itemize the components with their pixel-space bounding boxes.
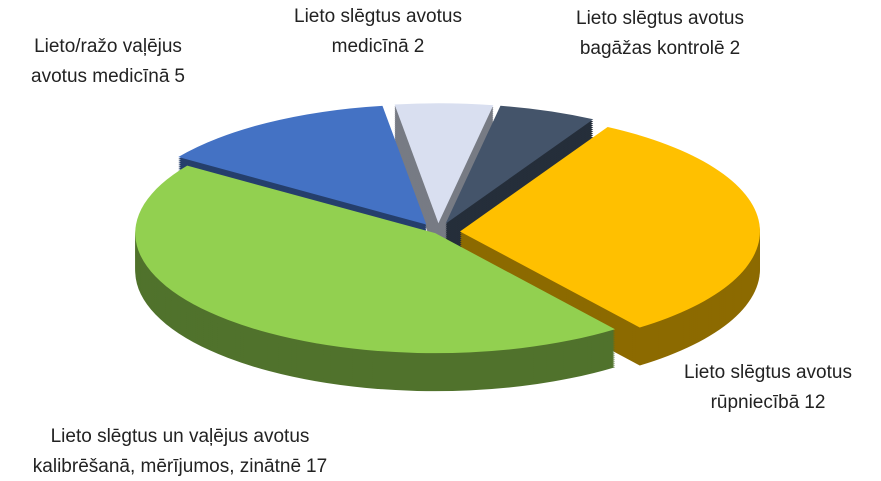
slice-top bbox=[135, 165, 616, 354]
label-line: Lieto slēgtus avotus bbox=[684, 362, 852, 383]
label-line: Lieto slēgtus avotus bbox=[576, 8, 744, 29]
slice-top bbox=[445, 105, 594, 224]
pie-slice bbox=[394, 103, 494, 262]
label-line: Lieto/ražo vaļējus bbox=[34, 36, 182, 57]
slice-label: Lieto slēgtus avotus rūpniecībā bbox=[684, 362, 852, 413]
label-line: avotus medicīnā bbox=[31, 66, 170, 87]
slice-label: Lieto/ražo vaļējus avotus medicīnā bbox=[31, 36, 182, 87]
pie-slice bbox=[135, 165, 616, 392]
slice-value: 2 bbox=[414, 36, 425, 57]
pie-slice bbox=[459, 126, 760, 366]
slice-top bbox=[178, 105, 427, 225]
slice-top bbox=[394, 103, 494, 224]
label-line: medicīnā bbox=[332, 36, 410, 57]
label-line: kalibrēšanā, mērījumos, zinātnē bbox=[33, 456, 301, 477]
slice-value: 2 bbox=[730, 38, 741, 59]
slice-label: Lieto slēgtus un vaļējus avotus kalibrēša… bbox=[33, 426, 310, 477]
slice-label: Lieto slēgtus avotus medicīnā bbox=[294, 6, 462, 57]
slice-top bbox=[459, 126, 760, 328]
label-line: Lieto slēgtus avotus bbox=[294, 6, 462, 27]
slice-label: Lieto slēgtus avotus bagāžas kontrolē bbox=[576, 8, 744, 59]
label-line: rūpniecībā bbox=[711, 392, 800, 413]
slice-value: 12 bbox=[804, 392, 825, 413]
label-line: bagāžas kontrolē bbox=[580, 38, 725, 59]
slice-value: 5 bbox=[174, 66, 185, 87]
slice-value: 17 bbox=[306, 456, 327, 477]
label-line: Lieto slēgtus un vaļējus avotus bbox=[51, 426, 310, 447]
